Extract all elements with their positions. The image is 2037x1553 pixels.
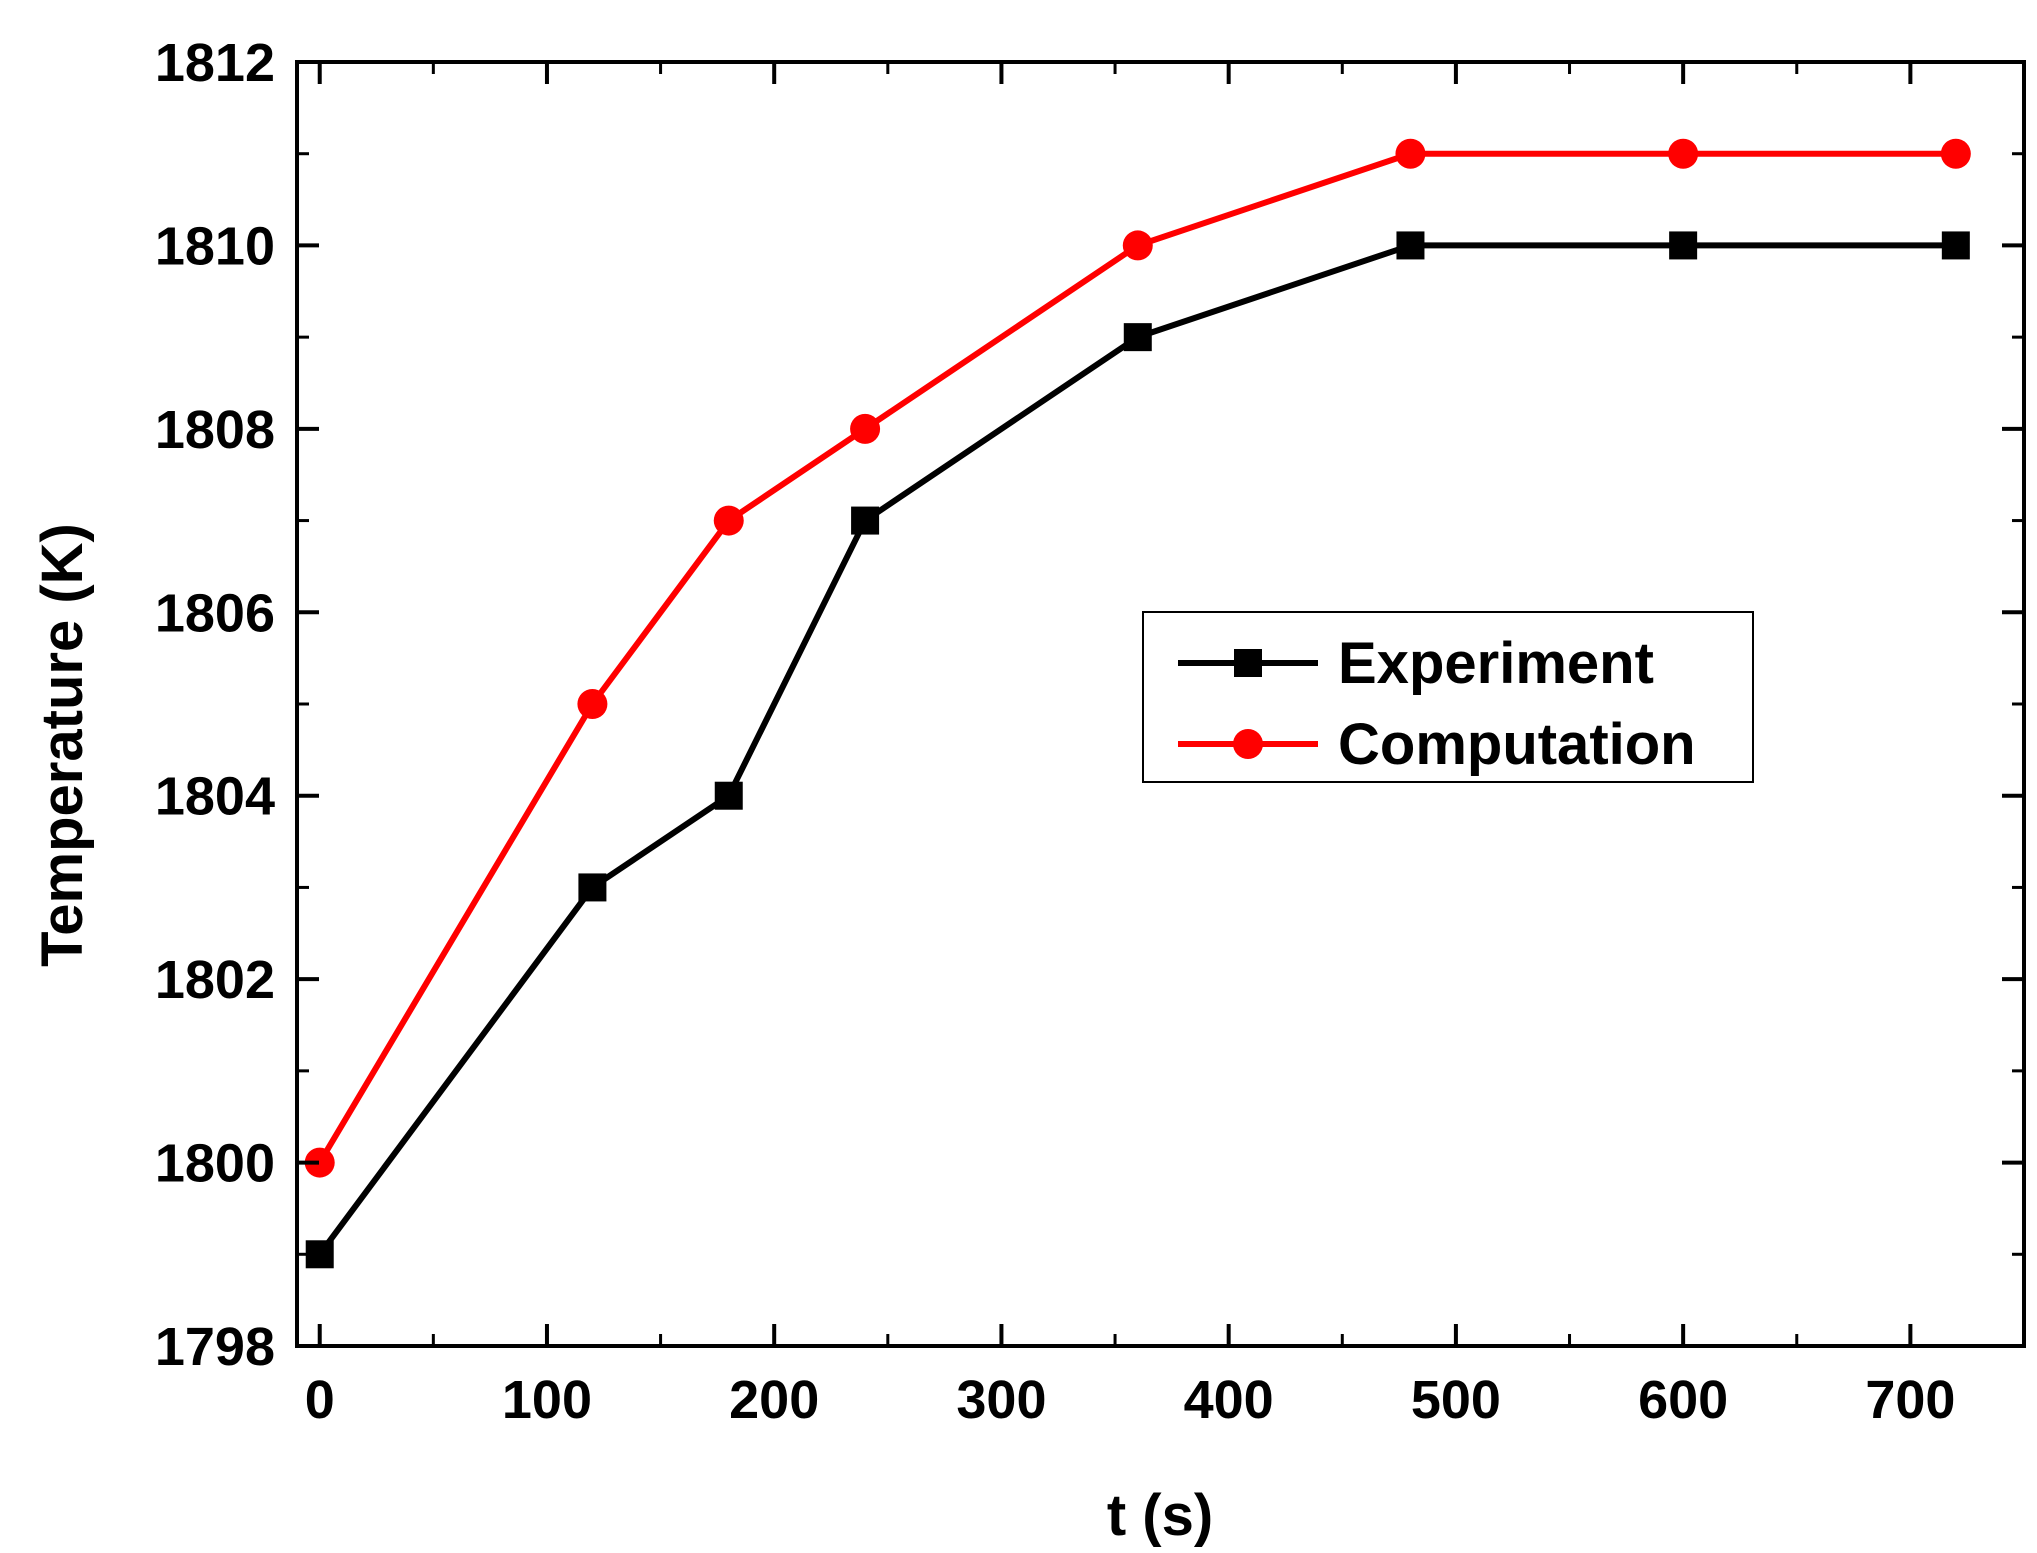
x-tick-label: 500 bbox=[1411, 1370, 1501, 1430]
series-layer bbox=[304, 138, 1971, 1269]
y-tick-label: 1812 bbox=[155, 33, 275, 93]
point-experiment bbox=[305, 1240, 334, 1269]
x-tick-label: 700 bbox=[1865, 1370, 1955, 1430]
x-tick-label: 300 bbox=[956, 1370, 1046, 1430]
y-tick-label: 1804 bbox=[155, 767, 275, 827]
series-line-experiment bbox=[317, 242, 1956, 1257]
legend-label-experiment: Experiment bbox=[1338, 631, 1654, 696]
legend-label-computation: Computation bbox=[1338, 712, 1696, 777]
x-tick-label: 0 bbox=[305, 1370, 335, 1430]
y-tick-label: 1810 bbox=[155, 216, 275, 276]
point-experiment bbox=[1123, 323, 1152, 352]
legend: Experiment Computation bbox=[1142, 611, 1754, 783]
x-tick-label: 200 bbox=[729, 1370, 819, 1430]
point-experiment bbox=[1396, 231, 1425, 260]
series-line-computation bbox=[317, 150, 1956, 1165]
point-experiment bbox=[1669, 231, 1698, 260]
y-tick-label: 1808 bbox=[155, 400, 275, 460]
x-tick-label: 600 bbox=[1638, 1370, 1728, 1430]
x-tick-label: 400 bbox=[1184, 1370, 1274, 1430]
y-tick-label: 1798 bbox=[155, 1317, 275, 1377]
point-computation bbox=[577, 689, 608, 719]
point-experiment bbox=[714, 781, 743, 810]
y-tick-label: 1800 bbox=[155, 1134, 275, 1194]
y-tick-label: 1802 bbox=[155, 950, 275, 1010]
point-computation bbox=[713, 505, 744, 536]
legend-marker-computation bbox=[1233, 729, 1263, 759]
point-experiment bbox=[578, 873, 607, 902]
point-computation bbox=[1668, 138, 1699, 169]
point-computation bbox=[1940, 138, 1971, 169]
y-axis-title: Temperature (K) bbox=[30, 523, 95, 967]
point-experiment bbox=[1941, 231, 1970, 260]
ticks-layer: 1798 1800 1802 1804 1806 1808 1810 1812 0 100 200 3… bbox=[155, 33, 2024, 1430]
point-computation bbox=[1122, 230, 1153, 261]
x-axis-title: t (s) bbox=[1107, 1483, 1213, 1548]
y-tick-label: 1806 bbox=[155, 583, 275, 643]
point-computation bbox=[1395, 138, 1426, 169]
x-tick-label: 100 bbox=[502, 1370, 592, 1430]
point-computation bbox=[304, 1147, 335, 1178]
point-computation bbox=[850, 413, 881, 444]
legend-marker-experiment bbox=[1234, 649, 1262, 677]
point-experiment bbox=[851, 506, 880, 535]
